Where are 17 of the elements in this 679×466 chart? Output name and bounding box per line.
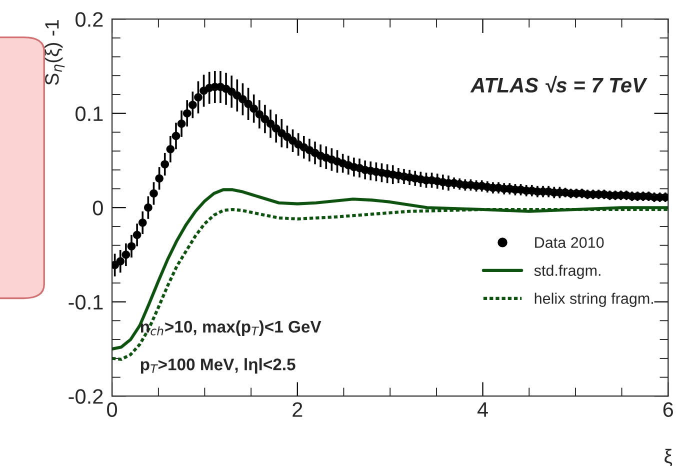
x-tick-label: 0 — [107, 402, 118, 417]
legend-label: std.fragm. — [534, 264, 600, 279]
y-tick-label: -0.1 — [68, 294, 103, 310]
annotation: p$_{T}$>100 MeV, lηl<2.5 — [140, 358, 296, 374]
x-axis-title: ξ — [664, 448, 672, 466]
annotation: ATLAS √s = 7 TeV — [470, 76, 648, 93]
x-tick-label: 6 — [663, 402, 674, 417]
y-tick-label: 0.2 — [76, 12, 103, 27]
y-tick-label: 0 — [92, 200, 103, 216]
x-tick-label: 2 — [292, 402, 302, 417]
legend-label: helix string fragm. — [534, 292, 653, 307]
x-tick-label: 4 — [477, 402, 488, 417]
y-axis-title: S$_{η}$(ξ) -1 — [44, 20, 65, 85]
y-tick-label: -0.2 — [68, 389, 103, 404]
annotation: n$_{ch}$>10, max(p$_{T}$)<1 GeV — [140, 320, 322, 336]
y-tick-label: 0.1 — [76, 106, 103, 122]
legend-label: Data 2010 — [535, 237, 604, 248]
